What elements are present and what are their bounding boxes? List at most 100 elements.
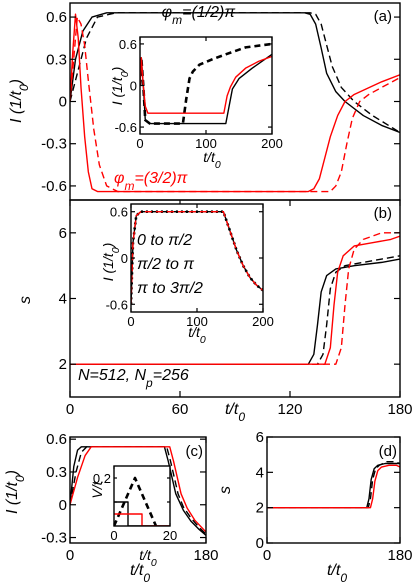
panel-b-inset-ylabel: I (1/t0) [100,243,122,282]
panel-a-series-2 [70,12,400,134]
panel-a-inset-series-3 [140,55,272,114]
panel-d-xlabel: t/t0 [327,562,347,583]
panel-b-xtick-label: 0 [66,401,74,418]
panel-a-axes: -0.6 -0.3 0 0.3 0.6 I (1/t0) (a) [8,2,401,201]
panel-b-ylabel: s [17,296,34,304]
panel-b-inset-series-3 [131,211,263,305]
panel-a-inset-ytick-label: 0.6 [119,37,137,52]
panel-c-ytick-label: 0.6 [46,431,67,448]
panel-a-series-3 [70,13,400,193]
panel-b-inset-xtick-label: 200 [252,314,274,329]
panel-c-inset-xlabel: t/t0 [139,547,157,569]
panel-d-frame [266,436,401,544]
panel-b-inset-ytick-label: 0 [121,251,128,266]
panel-b-inset-legend-2: π/2 to π [137,256,194,273]
panel-a-inset-ytick-label: -0.6 [115,120,137,135]
panel-d-ytick-label: 4 [256,464,264,481]
panel-b-panel-label: (b) [374,205,392,222]
panel-d-series-2 [267,461,400,509]
panel-c-series-3 [70,446,206,533]
panel-a-inset-ylabel: I (1/t0) [109,67,131,106]
panel-c-ytick-label: -0.3 [41,530,67,547]
panel-d-axes: 0 2 4 6 0 180 s t/t0 (d) [217,429,413,583]
panel-a-inset-series-2 [140,42,272,125]
panel-d-xtick-label: 180 [387,547,412,564]
panel-d-panel-label: (d) [379,443,397,460]
panel-b-ytick-label: 4 [59,291,67,308]
panel-b-plot-area [70,232,400,365]
panel-b-inset-axes: -0.6 0 0.6 0 100 200 I (1/t0) t/t0 [100,203,274,346]
panel-a-ytick-label: -0.3 [41,136,67,153]
panel-c-panel-label: (c) [186,443,204,460]
panel-a-ytick-label: -0.6 [41,178,67,195]
panel-a-series-4 [70,16,400,193]
panel-d-ytick-label: 2 [256,500,264,517]
panel-b-inset-plot-area [131,210,263,305]
panel-b-xtick-label: 120 [277,401,302,418]
panel-b-ytick-label: 2 [59,356,67,373]
panel-d-series-3 [267,464,400,509]
panel-c-inset-ylabel: V/t [89,480,105,498]
panel-b-xtick-label: 60 [172,401,189,418]
panel-b-xtick-label: 180 [387,401,412,418]
panel-a-series-1 [70,12,400,134]
panel-a-ytick-label: 0 [59,94,67,111]
panel-b-inset-ytick-label: -0.6 [106,297,128,312]
panel-b-xlabel: t/t0 [225,401,245,424]
panel-c-inset-ytick-label: 0.2 [93,471,111,486]
panel-a-panel-label: (a) [374,8,392,25]
panel-a-inset-background [140,37,272,134]
panel-c-xtick-label: 180 [193,547,218,564]
panel-c-inset-xtick-label: 20 [163,528,177,543]
panel-c-inset-axes: 0.2 0 20 V/t t/t0 [89,465,177,569]
panel-d-ytick-label: 6 [256,429,264,446]
panel-a-ylabel: I (1/t0) [8,79,31,123]
panel-b-inset-xlabel: t/t0 [188,324,206,346]
panel-c-ytick-label: 0.3 [46,464,67,481]
panel-b-inset-legend-3: π to 3π/2 [137,280,203,297]
panel-b-series-4 [70,232,400,365]
panel-a-annotation-1: φm=(1/2)π [162,4,236,27]
panel-d-ytick-label: 0 [256,535,264,552]
panel-d-plot-area [267,461,400,509]
panel-b-inset-background [131,204,263,312]
panel-a-inset-xtick-label: 0 [136,136,143,151]
panel-c-inset-xtick-label: 0 [110,528,117,543]
panel-a-ytick-label: 0.6 [46,9,67,26]
panel-a-inset-xtick-label: 200 [261,136,283,151]
panel-b-inset-xtick-label: 0 [127,314,134,329]
panel-b-parameters: N=512, Np=256 [78,367,189,390]
panel-c-frame [69,436,207,544]
panel-c-xtick-label: 0 [66,547,74,564]
panel-b-inset-legend-1: 0 to π/2 [137,232,192,249]
panel-c-ylabel: I (1/t0) [4,470,27,514]
panel-a-inset-xtick-label: 100 [195,136,217,151]
panel-b-ytick-label: 6 [59,225,67,242]
panel-b-series-3 [70,235,400,365]
panel-b-series-1 [70,258,400,365]
panel-c-plot-area [70,446,206,536]
panel-a-inset-ytick-label: 0 [130,79,137,94]
panel-b-inset-xtick-label: 100 [186,314,208,329]
panel-c-ytick-label: 0 [59,497,67,514]
panel-a-ytick-label: 0.3 [46,51,67,68]
panel-c-inset-plot-area [114,476,170,526]
panel-d-xtick-label: 0 [263,547,271,564]
panel-a-plot-area [70,12,400,193]
panel-c-inset-series-2 [114,476,158,526]
panel-c-series-2 [70,446,206,535]
panel-a-annotation-2: φm=(3/2)π [114,170,188,193]
panel-d-series-1 [267,462,400,509]
panel-b-inset-ytick-label: 0.6 [110,205,128,220]
panel-c-inset-series-3 [114,513,170,526]
panel-d-ylabel: s [217,486,234,494]
panel-c-xlabel: t/t0 [130,562,150,583]
panel-c-inset-frame [113,465,171,527]
panel-b-series-2 [70,255,400,365]
panel-a-inset-xlabel: t/t0 [203,149,221,171]
